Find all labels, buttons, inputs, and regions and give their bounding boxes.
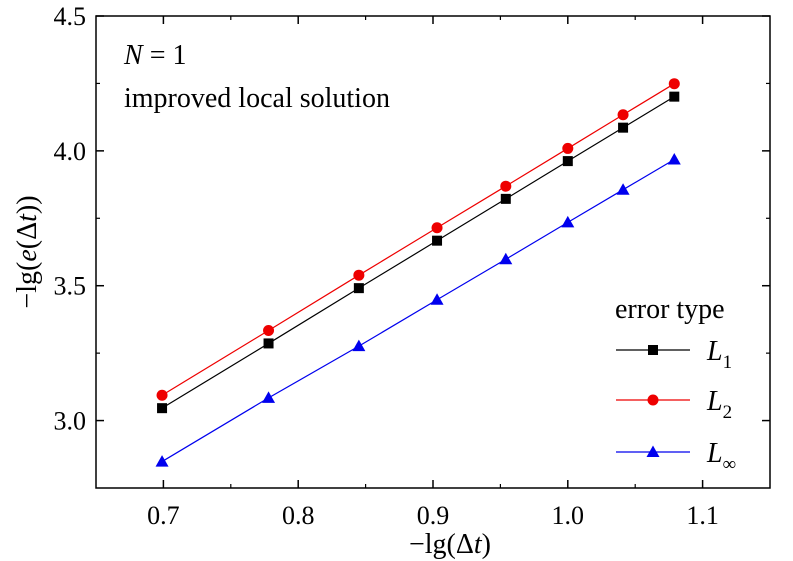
data-point (500, 193, 511, 204)
x-tick-label: 1.1 (686, 501, 719, 530)
data-point (668, 78, 680, 90)
axis-ticks: 0.7 0.8 0.9 1.0 1.1 3.0 3.5 4.0 4.5 (54, 2, 770, 530)
x-tick-label: 0.9 (417, 501, 450, 530)
data-point (263, 324, 275, 336)
annotation-n-symbol: N (123, 40, 144, 71)
data-point (562, 156, 573, 167)
data-point (669, 91, 680, 102)
annotation-n: N = 1 (123, 40, 186, 71)
legend-label: L1 (706, 336, 732, 373)
data-point (155, 455, 169, 467)
legend-title: error type (615, 294, 725, 325)
legend-label-base: L (706, 438, 723, 469)
x-tick-label: 0.7 (147, 501, 180, 530)
series-2 (156, 78, 680, 401)
y-tick-label: 4.0 (54, 137, 87, 166)
data-point (667, 152, 681, 165)
x-tick-label: 1.0 (552, 501, 585, 530)
legend-marker (647, 394, 659, 406)
data-point (353, 283, 364, 294)
data-point (500, 180, 512, 192)
annotation-method: improved local solution (124, 83, 390, 114)
data-point (156, 389, 168, 401)
legend-item: L2 (616, 386, 732, 423)
series-1 (157, 91, 680, 414)
data-point (263, 338, 274, 349)
data-point (432, 235, 443, 246)
data-point (499, 252, 513, 265)
legend-marker (648, 345, 658, 355)
legend-label: L∞ (706, 438, 736, 475)
data-point (353, 269, 365, 281)
legend-label-subscript: ∞ (723, 454, 737, 475)
series-line (161, 83, 675, 396)
annotation-n-value: = 1 (143, 40, 187, 71)
y-tick-label: 3.5 (54, 272, 87, 301)
y-tick-label: 3.0 (54, 407, 87, 436)
y-axis-title: −lg(e(Δt)) (12, 195, 43, 308)
y-tick-label: 4.5 (54, 2, 87, 31)
legend-label-subscript: 2 (723, 402, 733, 423)
data-point (562, 142, 574, 154)
series-3 (155, 152, 681, 467)
data-point (157, 403, 168, 414)
x-axis-title: −lg(Δt) (409, 529, 491, 560)
legend-marker (646, 445, 660, 457)
data-point (262, 391, 276, 403)
legend-label-subscript: 1 (723, 352, 733, 373)
legend-label-base: L (706, 386, 723, 417)
series-line (161, 158, 675, 463)
legend-item: L∞ (616, 438, 736, 475)
legend-label: L2 (706, 386, 732, 423)
data-point (616, 183, 630, 195)
data-point (617, 109, 629, 121)
series-line (161, 96, 675, 409)
data-point (430, 293, 444, 305)
data-point (618, 122, 629, 133)
data-point (431, 222, 443, 234)
series-layer (155, 78, 681, 467)
legend-label-base: L (706, 336, 723, 367)
data-point (352, 339, 366, 352)
legend-item: L1 (616, 336, 732, 373)
data-point (561, 215, 575, 228)
x-tick-label: 0.8 (282, 501, 315, 530)
